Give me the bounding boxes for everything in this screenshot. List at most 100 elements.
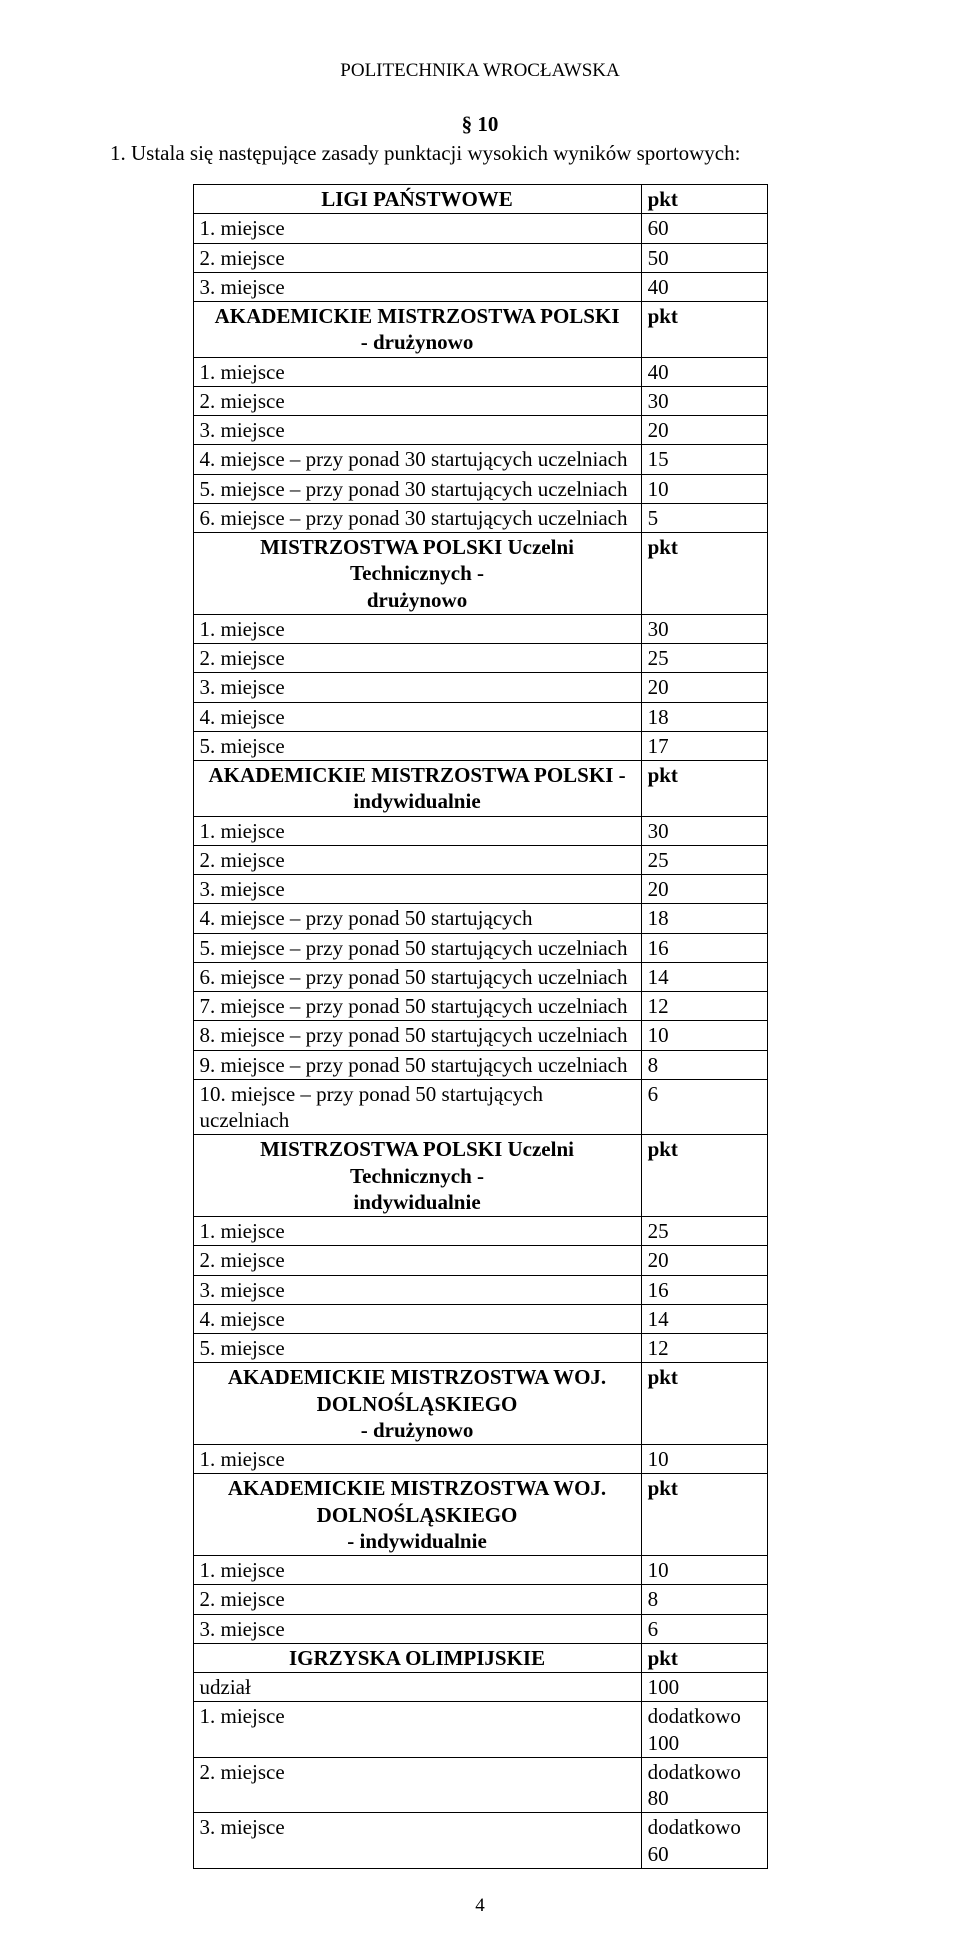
table-row: AKADEMICKIE MISTRZOSTWA POLSKI -indywidu… — [193, 761, 767, 817]
row-label: AKADEMICKIE MISTRZOSTWA WOJ.DOLNOŚLĄSKIE… — [193, 1474, 641, 1556]
table-row: 10. miejsce – przy ponad 50 startujących… — [193, 1079, 767, 1135]
row-label: 4. miejsce — [193, 702, 641, 731]
row-value: 18 — [641, 702, 767, 731]
row-value: 12 — [641, 992, 767, 1021]
row-label: 2. miejsce — [193, 1585, 641, 1614]
row-value: pkt — [641, 302, 767, 358]
intro-text: 1. Ustala się następujące zasady punktac… — [110, 141, 850, 166]
row-label: 1. miejsce — [193, 1702, 641, 1758]
row-label: AKADEMICKIE MISTRZOSTWA POLSKI- drużynow… — [193, 302, 641, 358]
table-row: 1. miejsce30 — [193, 816, 767, 845]
row-value: dodatkowo60 — [641, 1813, 767, 1869]
row-label: 6. miejsce – przy ponad 30 startujących … — [193, 503, 641, 532]
row-value: pkt — [641, 1363, 767, 1445]
row-value: dodatkowo100 — [641, 1702, 767, 1758]
table-row: 3. miejsce16 — [193, 1275, 767, 1304]
table-row: 3. miejscedodatkowo60 — [193, 1813, 767, 1869]
table-row: 4. miejsce18 — [193, 702, 767, 731]
table-row: 6. miejsce – przy ponad 30 startujących … — [193, 503, 767, 532]
row-value: 14 — [641, 1304, 767, 1333]
row-value: pkt — [641, 1135, 767, 1217]
table-row: 2. miejsce50 — [193, 243, 767, 272]
row-value: 17 — [641, 731, 767, 760]
table-row: 3. miejsce20 — [193, 416, 767, 445]
row-label: 3. miejsce — [193, 673, 641, 702]
table-row: 3. miejsce20 — [193, 875, 767, 904]
table-row: 3. miejsce6 — [193, 1614, 767, 1643]
table-row: 4. miejsce – przy ponad 50 startujących1… — [193, 904, 767, 933]
row-label: 10. miejsce – przy ponad 50 startujących… — [193, 1079, 641, 1135]
row-value: 14 — [641, 962, 767, 991]
row-label: 5. miejsce — [193, 1334, 641, 1363]
row-value: pkt — [641, 761, 767, 817]
row-label: 4. miejsce – przy ponad 30 startujących … — [193, 445, 641, 474]
row-value: 100 — [641, 1673, 767, 1702]
row-label: 1. miejsce — [193, 214, 641, 243]
table-row: MISTRZOSTWA POLSKI Uczelni Technicznych … — [193, 533, 767, 615]
row-value: 20 — [641, 1246, 767, 1275]
row-label: MISTRZOSTWA POLSKI Uczelni Technicznych … — [193, 533, 641, 615]
table-row: 5. miejsce17 — [193, 731, 767, 760]
row-value: 30 — [641, 386, 767, 415]
row-value: 25 — [641, 644, 767, 673]
points-table: LIGI PAŃSTWOWEpkt1. miejsce602. miejsce5… — [193, 184, 768, 1869]
table-row: AKADEMICKIE MISTRZOSTWA POLSKI- drużynow… — [193, 302, 767, 358]
table-row: 1. miejscedodatkowo100 — [193, 1702, 767, 1758]
row-value: 8 — [641, 1585, 767, 1614]
row-value: 5 — [641, 503, 767, 532]
row-label: 4. miejsce — [193, 1304, 641, 1333]
row-label: 2. miejsce — [193, 644, 641, 673]
row-value: 8 — [641, 1050, 767, 1079]
row-value: 20 — [641, 875, 767, 904]
row-label: 1. miejsce — [193, 816, 641, 845]
table-row: 8. miejsce – przy ponad 50 startujących … — [193, 1021, 767, 1050]
table-row: 4. miejsce – przy ponad 30 startujących … — [193, 445, 767, 474]
row-label: 1. miejsce — [193, 1556, 641, 1585]
row-label: 3. miejsce — [193, 416, 641, 445]
row-value: pkt — [641, 533, 767, 615]
table-row: 2. miejsce8 — [193, 1585, 767, 1614]
row-label: IGRZYSKA OLIMPIJSKIE — [193, 1643, 641, 1672]
row-label: 9. miejsce – przy ponad 50 startujących … — [193, 1050, 641, 1079]
table-row: 3. miejsce20 — [193, 673, 767, 702]
row-value: 20 — [641, 416, 767, 445]
table-row: 1. miejsce10 — [193, 1445, 767, 1474]
row-value: 30 — [641, 816, 767, 845]
table-row: 5. miejsce – przy ponad 30 startujących … — [193, 474, 767, 503]
row-label: AKADEMICKIE MISTRZOSTWA POLSKI -indywidu… — [193, 761, 641, 817]
table-row: AKADEMICKIE MISTRZOSTWA WOJ.DOLNOŚLĄSKIE… — [193, 1363, 767, 1445]
row-label: 1. miejsce — [193, 1445, 641, 1474]
row-label: 5. miejsce – przy ponad 30 startujących … — [193, 474, 641, 503]
row-value: 16 — [641, 933, 767, 962]
row-value: 6 — [641, 1079, 767, 1135]
table-row: 5. miejsce – przy ponad 50 startujących … — [193, 933, 767, 962]
row-label: 3. miejsce — [193, 1813, 641, 1869]
table-row: 1. miejsce40 — [193, 357, 767, 386]
row-label: 2. miejsce — [193, 1757, 641, 1813]
row-label: 7. miejsce – przy ponad 50 startujących … — [193, 992, 641, 1021]
table-row: 1. miejsce25 — [193, 1217, 767, 1246]
row-value: 25 — [641, 845, 767, 874]
table-row: 2. miejsce30 — [193, 386, 767, 415]
row-label: udział — [193, 1673, 641, 1702]
row-label: 2. miejsce — [193, 243, 641, 272]
row-value: 10 — [641, 1556, 767, 1585]
table-row: 7. miejsce – przy ponad 50 startujących … — [193, 992, 767, 1021]
row-label: 3. miejsce — [193, 875, 641, 904]
table-row: AKADEMICKIE MISTRZOSTWA WOJ.DOLNOŚLĄSKIE… — [193, 1474, 767, 1556]
table-row: 9. miejsce – przy ponad 50 startujących … — [193, 1050, 767, 1079]
row-value: pkt — [641, 1643, 767, 1672]
row-value: 20 — [641, 673, 767, 702]
table-row: 1. miejsce10 — [193, 1556, 767, 1585]
section-number: § 10 — [110, 112, 850, 137]
row-label: 3. miejsce — [193, 1614, 641, 1643]
table-row: 2. miejsce25 — [193, 644, 767, 673]
page-number: 4 — [110, 1895, 850, 1917]
table-row: MISTRZOSTWA POLSKI Uczelni Technicznych … — [193, 1135, 767, 1217]
row-label: 1. miejsce — [193, 1217, 641, 1246]
row-value: 25 — [641, 1217, 767, 1246]
row-label: 3. miejsce — [193, 1275, 641, 1304]
row-label: 5. miejsce – przy ponad 50 startujących … — [193, 933, 641, 962]
table-row: 1. miejsce30 — [193, 614, 767, 643]
table-row: 3. miejsce40 — [193, 272, 767, 301]
